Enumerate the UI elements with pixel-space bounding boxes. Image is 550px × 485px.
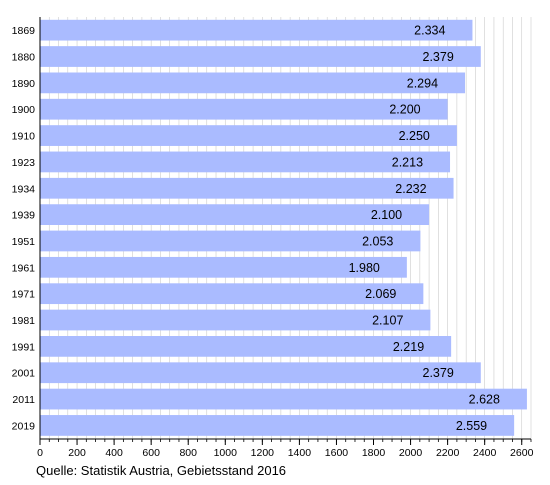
data-label: 2.379 (423, 50, 454, 64)
bar-1971 (40, 283, 424, 305)
category-label: 1910 (12, 131, 36, 143)
data-label: 2.232 (395, 182, 426, 196)
category-label: 1923 (12, 157, 36, 169)
x-tick-label: 800 (179, 447, 197, 459)
category-label: 1971 (12, 289, 36, 301)
bar-1900 (40, 98, 448, 120)
data-label: 2.107 (372, 314, 403, 328)
bar-1981 (40, 309, 431, 331)
x-tick-label: 600 (142, 447, 160, 459)
data-label: 2.250 (399, 129, 430, 143)
data-labels: 1869 2.334 1880 2.379 1890 2.294 1900 2.200 1910… (12, 24, 500, 433)
category-label: 1880 (12, 52, 36, 64)
x-tick-label: 1800 (362, 447, 386, 459)
category-label: 1991 (12, 341, 36, 353)
bars (40, 19, 527, 436)
bar-1934 (40, 177, 454, 199)
data-label: 2.219 (393, 340, 424, 354)
x-tick-label: 2200 (436, 447, 460, 459)
data-label: 2.069 (365, 287, 396, 301)
data-label: 2.334 (414, 24, 445, 38)
x-tick-label: 1400 (288, 447, 312, 459)
data-label: 1.980 (349, 261, 380, 275)
data-label: 2.200 (389, 103, 420, 117)
bar-2019 (40, 415, 515, 436)
x-tick-label: 1000 (214, 447, 238, 459)
bar-1939 (40, 204, 430, 225)
category-label: 2011 (12, 394, 35, 406)
x-tick-label: 200 (68, 447, 86, 459)
category-label: 1961 (12, 262, 36, 274)
bar-1923 (40, 151, 451, 173)
axes: 0 200 400 600 800 1000 1200 1400 1600 1800 2000 220… (37, 17, 534, 459)
bar-1880 (40, 46, 481, 67)
bar-1951 (40, 230, 421, 252)
category-label: 1900 (12, 104, 36, 116)
data-label: 2.379 (423, 366, 454, 380)
data-label: 2.053 (362, 234, 393, 248)
bar-2011 (40, 388, 527, 410)
bar-1890 (40, 72, 466, 94)
data-label: 2.294 (407, 76, 438, 90)
x-tick-label: 2000 (399, 447, 423, 459)
x-tick-label: 2600 (510, 447, 534, 459)
x-tick-label: 400 (105, 447, 123, 459)
x-tick-label: 2400 (473, 447, 497, 459)
category-label: 1981 (12, 315, 36, 327)
bar-1869 (40, 19, 473, 41)
category-label: 1869 (12, 25, 36, 37)
category-label: 1934 (12, 183, 36, 195)
data-label: 2.213 (392, 155, 423, 169)
category-label: 1951 (12, 236, 36, 248)
x-tick-label: 1200 (251, 447, 275, 459)
category-label: 1890 (12, 78, 36, 90)
x-tick-label: 0 (37, 447, 43, 459)
data-label: 2.559 (456, 419, 487, 433)
category-label: 2019 (12, 420, 36, 432)
data-label: 2.100 (371, 208, 402, 222)
bar-1991 (40, 336, 452, 357)
source-note: Quelle: Statistik Austria, Gebietsstand … (36, 463, 287, 478)
bar-1910 (40, 125, 457, 146)
category-label: 1939 (12, 210, 36, 222)
bar-1961 (40, 256, 407, 278)
category-label: 2001 (12, 368, 36, 380)
x-tick-label: 1600 (325, 447, 349, 459)
data-label: 2.628 (469, 393, 500, 407)
bar-2001 (40, 362, 481, 384)
